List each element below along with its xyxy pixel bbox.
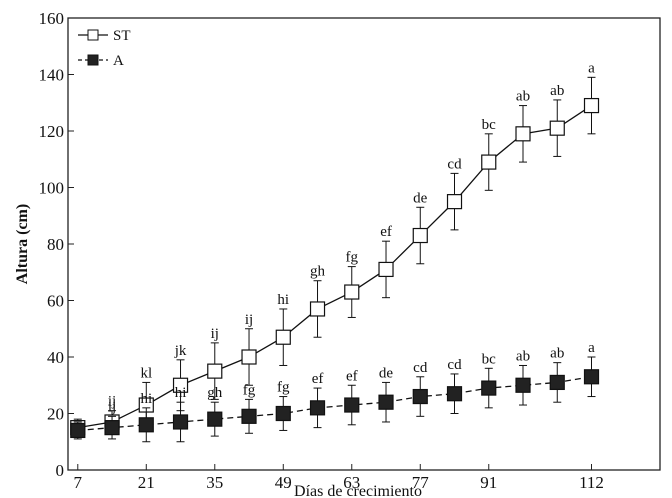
data-point [583,369,600,385]
y-axis: 0 20 40 60 80 100 120 140 160 [39,9,74,480]
significance-label: ij [108,399,116,415]
significance-label: a [588,60,595,76]
legend-label: A [113,53,124,69]
x-tick-label: 21 [138,473,155,492]
legend-label: ST [113,28,131,44]
data-point [275,405,291,422]
y-tick-label: 100 [39,179,65,198]
x-tick-label: 63 [343,473,360,492]
data-point [309,400,326,416]
significance-label: bc [482,351,497,367]
significance-label: bc [482,117,497,133]
significance-label: fg [346,250,359,266]
data-point [70,422,86,439]
significance-label: ef [312,371,324,387]
data-point [412,227,428,244]
significance-label: gh [310,264,326,280]
data-point [172,414,189,430]
significance-label: ef [380,224,392,240]
y-axis-label: Altura (cm) [14,204,31,284]
x-tick-label: 91 [480,473,497,492]
significance-label: cd [447,357,462,373]
significance-label: hi [277,292,289,308]
significance-label: gh [207,385,223,401]
data-point [138,417,154,433]
x-axis: 7 21 35 49 63 77 91 112 [74,464,604,492]
data-point [309,301,326,317]
significance-label: ab [516,89,530,105]
data-point [275,329,291,345]
data-point [515,126,531,142]
significance-label: ab [550,83,564,99]
significance-label: ij [211,326,219,342]
data-point [446,194,463,210]
data-point [412,388,428,405]
x-tick-label: 35 [206,473,223,492]
plot-frame [67,17,661,471]
x-axis-label: Días de crecimiento [294,483,422,498]
significance-label: hi [175,385,187,401]
significance-label: cd [413,360,428,376]
series-a: ij hi hi gh fg fg ef ef de cd cd bc ab ab a [70,340,600,443]
y-tick-label: 120 [39,122,65,141]
significance-label: jk [174,343,187,359]
y-tick-label: 20 [47,405,64,424]
data-point [549,120,565,136]
data-point [241,349,257,365]
legend-marker [87,29,99,41]
data-point [446,386,463,402]
data-point [172,377,189,393]
data-point [241,408,257,424]
legend-marker [87,54,99,66]
series-line [77,376,592,432]
significance-label: ab [550,346,564,362]
data-point [104,420,120,436]
y-tick-label: 40 [47,348,64,367]
data-point [344,284,360,300]
data-point [378,394,394,410]
x-tick-label: 49 [275,473,292,492]
y-tick-label: 60 [47,292,64,311]
significance-label: ef [346,368,358,384]
x-tick-label: 77 [412,473,430,492]
legend: ST A [78,28,131,69]
data-point [481,380,497,396]
y-tick-label: 80 [47,235,64,254]
y-tick-label: 160 [39,9,65,28]
y-tick-label: 140 [39,66,65,85]
significance-label: de [413,190,428,206]
significance-label: ij [108,394,116,410]
data-point [583,97,600,114]
significance-label: ab [516,348,530,364]
significance-label: hi [140,391,152,407]
data-point [378,261,394,278]
significance-label: de [379,365,394,381]
y-tick-label: 0 [56,461,65,480]
data-point [344,397,360,413]
data-point [549,374,565,391]
data-point [481,154,497,170]
significance-label: fg [277,380,290,396]
series-line [77,105,592,429]
significance-label: kl [140,365,152,381]
data-point [515,377,531,393]
data-point [207,411,223,427]
x-tick-label: 7 [74,473,83,492]
x-tick-label: 112 [579,473,604,492]
significance-label: fg [243,382,256,398]
data-point [207,363,223,379]
significance-label: cd [447,156,462,172]
significance-label: a [588,340,595,356]
significance-label: ij [245,312,253,328]
